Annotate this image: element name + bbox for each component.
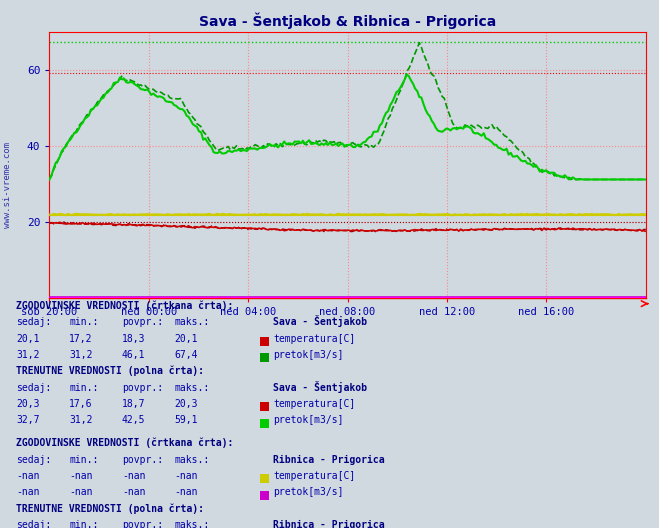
Text: Sava - Šentjakob: Sava - Šentjakob xyxy=(273,381,368,393)
Text: pretok[m3/s]: pretok[m3/s] xyxy=(273,416,344,426)
Text: Ribnica - Prigorica: Ribnica - Prigorica xyxy=(273,455,385,465)
Text: Ribnica - Prigorica: Ribnica - Prigorica xyxy=(273,520,385,528)
Text: povpr.:: povpr.: xyxy=(122,455,163,465)
Text: 17,6: 17,6 xyxy=(69,399,93,409)
Text: min.:: min.: xyxy=(69,383,99,393)
Text: Sava - Šentjakob: Sava - Šentjakob xyxy=(273,315,368,327)
Text: 42,5: 42,5 xyxy=(122,416,146,426)
Text: sedaj:: sedaj: xyxy=(16,383,51,393)
Text: pretok[m3/s]: pretok[m3/s] xyxy=(273,487,344,497)
Text: maks.:: maks.: xyxy=(175,520,210,528)
Text: 59,1: 59,1 xyxy=(175,416,198,426)
Text: sedaj:: sedaj: xyxy=(16,317,51,327)
Text: 32,7: 32,7 xyxy=(16,416,40,426)
Text: sedaj:: sedaj: xyxy=(16,520,51,528)
Text: www.si-vreme.com: www.si-vreme.com xyxy=(3,142,13,228)
Text: min.:: min.: xyxy=(69,317,99,327)
Text: povpr.:: povpr.: xyxy=(122,520,163,528)
Text: 17,2: 17,2 xyxy=(69,334,93,344)
Text: maks.:: maks.: xyxy=(175,455,210,465)
Text: 46,1: 46,1 xyxy=(122,350,146,360)
Text: maks.:: maks.: xyxy=(175,383,210,393)
Text: sedaj:: sedaj: xyxy=(16,455,51,465)
Text: 31,2: 31,2 xyxy=(69,416,93,426)
Text: -nan: -nan xyxy=(69,471,93,481)
Title: Sava - Šentjakob & Ribnica - Prigorica: Sava - Šentjakob & Ribnica - Prigorica xyxy=(199,13,496,29)
Text: 20,1: 20,1 xyxy=(175,334,198,344)
Text: -nan: -nan xyxy=(175,471,198,481)
Text: min.:: min.: xyxy=(69,455,99,465)
Text: pretok[m3/s]: pretok[m3/s] xyxy=(273,350,344,360)
Text: TRENUTNE VREDNOSTI (polna črta):: TRENUTNE VREDNOSTI (polna črta): xyxy=(16,503,204,514)
Text: temperatura[C]: temperatura[C] xyxy=(273,334,356,344)
Text: temperatura[C]: temperatura[C] xyxy=(273,399,356,409)
Text: 20,1: 20,1 xyxy=(16,334,40,344)
Text: 18,3: 18,3 xyxy=(122,334,146,344)
Text: maks.:: maks.: xyxy=(175,317,210,327)
Text: ZGODOVINSKE VREDNOSTI (črtkana črta):: ZGODOVINSKE VREDNOSTI (črtkana črta): xyxy=(16,438,234,448)
Text: -nan: -nan xyxy=(175,487,198,497)
Text: -nan: -nan xyxy=(122,471,146,481)
Text: min.:: min.: xyxy=(69,520,99,528)
Text: temperatura[C]: temperatura[C] xyxy=(273,471,356,481)
Text: -nan: -nan xyxy=(16,471,40,481)
Text: 31,2: 31,2 xyxy=(16,350,40,360)
Text: 20,3: 20,3 xyxy=(175,399,198,409)
Text: povpr.:: povpr.: xyxy=(122,317,163,327)
Text: 20,3: 20,3 xyxy=(16,399,40,409)
Text: 31,2: 31,2 xyxy=(69,350,93,360)
Text: -nan: -nan xyxy=(122,487,146,497)
Text: TRENUTNE VREDNOSTI (polna črta):: TRENUTNE VREDNOSTI (polna črta): xyxy=(16,366,204,376)
Text: -nan: -nan xyxy=(16,487,40,497)
Text: povpr.:: povpr.: xyxy=(122,383,163,393)
Text: -nan: -nan xyxy=(69,487,93,497)
Text: 67,4: 67,4 xyxy=(175,350,198,360)
Text: 18,7: 18,7 xyxy=(122,399,146,409)
Text: ZGODOVINSKE VREDNOSTI (črtkana črta):: ZGODOVINSKE VREDNOSTI (črtkana črta): xyxy=(16,300,234,311)
